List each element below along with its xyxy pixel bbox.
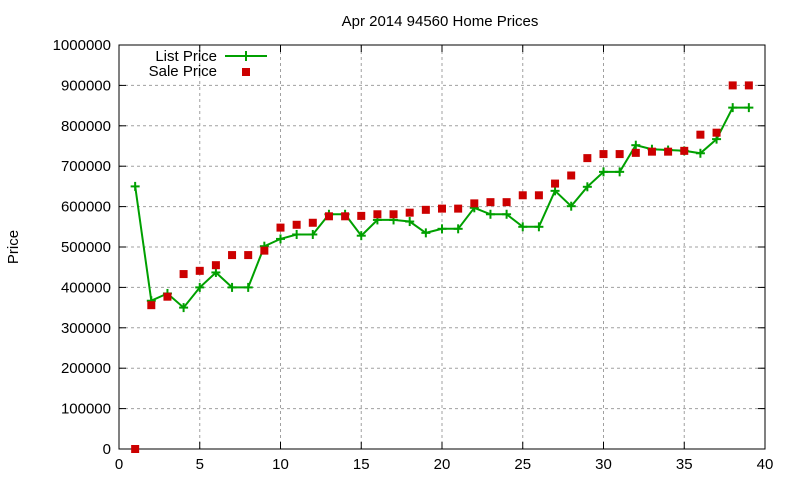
sale-point-square [131, 445, 140, 453]
plot-border [118, 44, 766, 450]
chart-title: Apr 2014 94560 Home Prices [342, 13, 539, 30]
sale-point-square [680, 146, 689, 155]
sale-point-square [373, 210, 382, 219]
legend-sale-label: Sale Price [149, 63, 217, 80]
sale-point-square [744, 81, 753, 90]
y-tick-label: 0 [103, 441, 111, 458]
sale-point-square [486, 198, 495, 207]
y-tick-labels: 0 100000 200000 300000 400000 500000 600000 700… [53, 37, 111, 458]
x-tick-label: 10 [272, 456, 289, 473]
y-axis-label: Price [5, 230, 22, 264]
sale-point-square [712, 128, 721, 137]
sale-point-square [438, 204, 446, 213]
sale-price-series [131, 81, 753, 453]
sale-point-square [389, 210, 398, 219]
grid-lines [119, 45, 765, 449]
y-tick-label: 400000 [61, 279, 111, 296]
legend-list-label: List Price [155, 48, 217, 65]
x-tick-label: 25 [514, 456, 531, 473]
sale-point-square [583, 154, 592, 163]
sale-point-square [454, 204, 463, 213]
x-tick-label: 35 [676, 456, 693, 473]
x-tick-label: 15 [353, 456, 370, 473]
sale-point-square [551, 179, 560, 188]
sale-point-square [534, 191, 543, 200]
sale-point-square [211, 261, 220, 270]
y-tick-label: 100000 [61, 401, 111, 418]
sale-point-square [260, 246, 269, 255]
y-tick-label: 700000 [61, 158, 111, 175]
sale-point-square [276, 223, 285, 232]
sale-point-square [470, 199, 479, 208]
y-tick-label: 300000 [61, 320, 111, 337]
y-tick-label: 500000 [61, 239, 111, 256]
y-tick-label: 600000 [61, 199, 111, 216]
legend-sale-square-icon [242, 68, 250, 76]
sale-point-square [195, 266, 204, 275]
x-tick-labels: 0 5 10 15 20 25 30 35 40 [115, 456, 774, 473]
sale-point-square [341, 212, 350, 221]
sale-point-square [647, 147, 656, 156]
y-tick-label: 900000 [61, 77, 111, 94]
sale-point-square [163, 292, 172, 301]
sale-point-square [228, 251, 237, 260]
sale-point-square [179, 270, 188, 279]
sale-point-square [357, 211, 366, 220]
sale-point-square [518, 191, 527, 200]
x-tick-label: 0 [115, 456, 123, 473]
sale-point-square [599, 150, 608, 159]
legend-list-line-icon [225, 51, 267, 61]
sale-point-square [421, 205, 430, 214]
sale-point-square [244, 251, 253, 260]
y-tick-label: 1000000 [53, 37, 111, 54]
y-tick-label: 200000 [61, 360, 111, 377]
x-tick-label: 40 [757, 456, 774, 473]
sale-point-square [696, 130, 705, 139]
x-tick-label: 5 [196, 456, 204, 473]
sale-point-square [405, 208, 414, 217]
sale-point-square [147, 301, 156, 310]
sale-point-square [567, 171, 576, 180]
x-tick-label: 20 [434, 456, 451, 473]
x-tick-label: 30 [595, 456, 612, 473]
sale-point-square [615, 150, 624, 159]
legend: List Price Sale Price [149, 48, 267, 80]
sale-point-square [631, 148, 640, 157]
sale-point-square [308, 218, 317, 227]
sale-point-square [502, 198, 511, 207]
y-tick-label: 800000 [61, 118, 111, 135]
sale-point-square [324, 212, 333, 221]
sale-point-square [664, 147, 673, 156]
sale-point-square [728, 81, 737, 90]
sale-point-square [292, 220, 301, 229]
